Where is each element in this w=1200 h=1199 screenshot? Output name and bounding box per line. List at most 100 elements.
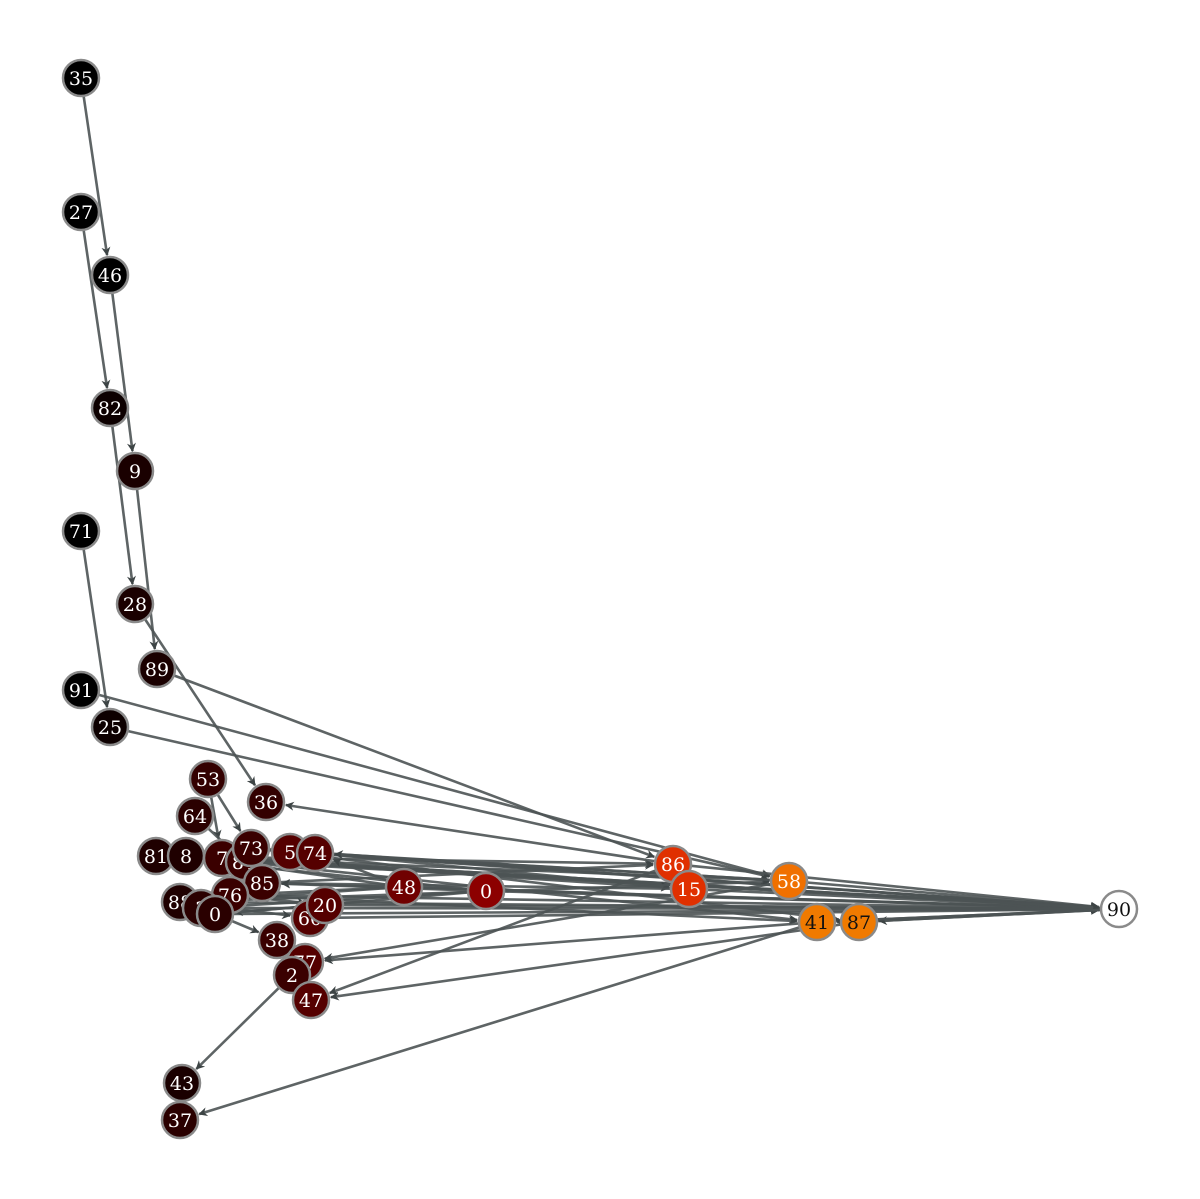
node-label: 87 bbox=[847, 912, 871, 934]
node-circle bbox=[115, 584, 155, 624]
node-37[interactable]: 37 bbox=[160, 1100, 200, 1140]
node-27[interactable]: 27 bbox=[61, 192, 101, 232]
node-25[interactable]: 25 bbox=[90, 707, 130, 747]
node-label: 0 bbox=[480, 881, 492, 903]
node-43[interactable]: 43 bbox=[162, 1063, 202, 1103]
node-label: 53 bbox=[196, 769, 220, 791]
node-label: 58 bbox=[777, 871, 801, 893]
node-20[interactable]: 20 bbox=[305, 885, 345, 925]
node-label: 2 bbox=[286, 965, 298, 987]
node-label: 41 bbox=[805, 912, 829, 934]
node-circle bbox=[175, 796, 215, 836]
node-47[interactable]: 47 bbox=[291, 980, 331, 1020]
edge-41-37 bbox=[198, 926, 801, 1116]
node-87[interactable]: 87 bbox=[839, 902, 879, 942]
node-circle bbox=[797, 902, 837, 942]
node-circle bbox=[305, 885, 345, 925]
node-circle bbox=[246, 782, 286, 822]
edge-41-77 bbox=[324, 922, 800, 965]
edge-48-74 bbox=[332, 858, 388, 882]
node-circle bbox=[61, 192, 101, 232]
node-circle bbox=[231, 828, 271, 868]
node-35[interactable]: 35 bbox=[61, 58, 101, 98]
node-circle bbox=[839, 902, 879, 942]
node-circle bbox=[1099, 889, 1139, 929]
node-label: 82 bbox=[98, 398, 122, 420]
edge-53-7 bbox=[209, 796, 222, 840]
node-label: 47 bbox=[299, 990, 323, 1012]
edge-2-43 bbox=[195, 986, 281, 1070]
edge-35-46 bbox=[82, 95, 111, 257]
edge-90-41 bbox=[836, 908, 1102, 926]
node-label: 74 bbox=[303, 843, 327, 865]
node-circle bbox=[384, 867, 424, 907]
edge-0-20 bbox=[232, 902, 306, 914]
node-label: 85 bbox=[250, 873, 274, 895]
node-label: 36 bbox=[254, 792, 278, 814]
node-circle bbox=[115, 451, 155, 491]
node-label: 71 bbox=[69, 521, 93, 543]
edge-layer bbox=[82, 95, 1102, 1116]
node-89[interactable]: 89 bbox=[137, 649, 177, 689]
edge-84-41 bbox=[261, 862, 798, 924]
node-label: 0 bbox=[209, 904, 221, 926]
node-label: 43 bbox=[170, 1073, 194, 1095]
node-58[interactable]: 58 bbox=[769, 861, 809, 901]
node-circle bbox=[160, 1100, 200, 1140]
node-circle bbox=[466, 871, 506, 911]
edge-86-36 bbox=[284, 801, 656, 863]
edge-53-73 bbox=[216, 793, 242, 832]
edge-9-89 bbox=[135, 488, 159, 650]
node-label: 28 bbox=[123, 594, 147, 616]
edge-46-9 bbox=[111, 292, 136, 453]
edge-82-28 bbox=[111, 425, 136, 586]
node-71[interactable]: 71 bbox=[61, 511, 101, 551]
node-48[interactable]: 48 bbox=[384, 867, 424, 907]
edge-0-3 bbox=[220, 890, 469, 911]
node-85[interactable]: 85 bbox=[242, 863, 282, 903]
node-28[interactable]: 28 bbox=[115, 584, 155, 624]
edge-60-90 bbox=[327, 904, 1100, 920]
node-label: 73 bbox=[239, 838, 263, 860]
node-38[interactable]: 38 bbox=[257, 920, 297, 960]
node-8[interactable]: 8 bbox=[166, 836, 206, 876]
node-label: 64 bbox=[183, 806, 207, 828]
node-0[interactable]: 0 bbox=[466, 871, 506, 911]
node-label: 90 bbox=[1107, 899, 1131, 921]
node-circle bbox=[90, 388, 130, 428]
node-layer: 3527468297128899125533664818784735748576… bbox=[61, 58, 1139, 1140]
node-41[interactable]: 41 bbox=[797, 902, 837, 942]
node-label: 46 bbox=[98, 265, 122, 287]
node-circle bbox=[295, 833, 335, 873]
node-label: 8 bbox=[180, 846, 192, 868]
node-circle bbox=[257, 920, 297, 960]
node-2[interactable]: 2 bbox=[272, 955, 312, 995]
node-circle bbox=[90, 707, 130, 747]
node-label: 81 bbox=[144, 846, 168, 868]
node-36[interactable]: 36 bbox=[246, 782, 286, 822]
edge-71-25 bbox=[82, 548, 111, 709]
node-circle bbox=[291, 980, 331, 1020]
node-15[interactable]: 15 bbox=[669, 869, 709, 909]
node-64[interactable]: 64 bbox=[175, 796, 215, 836]
node-9[interactable]: 9 bbox=[115, 451, 155, 491]
node-circle bbox=[195, 894, 235, 934]
edge-27-82 bbox=[82, 229, 111, 390]
node-circle bbox=[61, 58, 101, 98]
node-82[interactable]: 82 bbox=[90, 388, 130, 428]
edge-89-86 bbox=[173, 674, 656, 859]
node-91[interactable]: 91 bbox=[61, 670, 101, 710]
node-46[interactable]: 46 bbox=[90, 255, 130, 295]
edge-28-36 bbox=[143, 618, 257, 787]
node-label: 5 bbox=[284, 842, 296, 864]
node-label: 89 bbox=[145, 659, 169, 681]
edge-87-47 bbox=[329, 923, 842, 1001]
node-label: 37 bbox=[168, 1110, 192, 1132]
node-53[interactable]: 53 bbox=[188, 759, 228, 799]
node-circle bbox=[769, 861, 809, 901]
node-74[interactable]: 74 bbox=[295, 833, 335, 873]
node-90[interactable]: 90 bbox=[1099, 889, 1139, 929]
node-0[interactable]: 0 bbox=[195, 894, 235, 934]
node-73[interactable]: 73 bbox=[231, 828, 271, 868]
